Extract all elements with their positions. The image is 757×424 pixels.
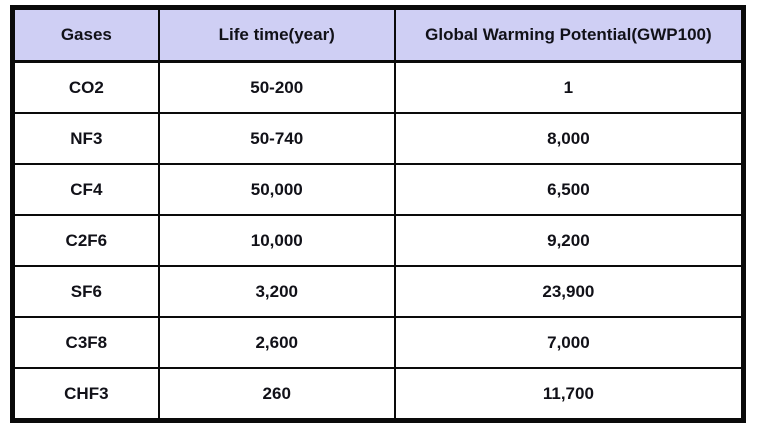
table-cell: CHF3 xyxy=(11,367,160,422)
table-cell: 3,200 xyxy=(157,265,396,318)
column-header: Global Warming Potential(GWP100) xyxy=(393,6,745,63)
table-header: Gases Life time(year) Global Warming Poten… xyxy=(11,6,745,63)
table-row: SF6 3,200 23,900 xyxy=(11,265,745,318)
table-cell: 23,900 xyxy=(393,265,745,318)
table-cell: 9,200 xyxy=(393,214,745,267)
table-cell: CF4 xyxy=(11,163,160,216)
table-cell: 50-200 xyxy=(157,60,396,114)
column-header: Life time(year) xyxy=(157,6,396,63)
gwp-table: Gases Life time(year) Global Warming Poten… xyxy=(10,5,746,423)
table-cell: 10,000 xyxy=(157,214,396,267)
table-cell: 50-740 xyxy=(157,112,396,165)
table-cell: C2F6 xyxy=(11,214,160,267)
table-row: CO2 50-200 1 xyxy=(11,60,745,114)
table-cell: 7,000 xyxy=(393,316,745,369)
table-cell: NF3 xyxy=(11,112,160,165)
table-row: C3F8 2,600 7,000 xyxy=(11,316,745,369)
column-header: Gases xyxy=(11,6,160,63)
table-cell: C3F8 xyxy=(11,316,160,369)
table-cell: 1 xyxy=(393,60,745,114)
table-body: CO2 50-200 1 NF3 50-740 8,000 CF4 50,000 6,500 C2… xyxy=(11,60,745,422)
table-row: CF4 50,000 6,500 xyxy=(11,163,745,216)
table-cell: 6,500 xyxy=(393,163,745,216)
table-cell: 260 xyxy=(157,367,396,422)
table-row: CHF3 260 11,700 xyxy=(11,367,745,422)
table-cell: SF6 xyxy=(11,265,160,318)
table-cell: 2,600 xyxy=(157,316,396,369)
header-row: Gases Life time(year) Global Warming Poten… xyxy=(11,6,745,63)
table-cell: CO2 xyxy=(11,60,160,114)
table-cell: 11,700 xyxy=(393,367,745,422)
table-row: NF3 50-740 8,000 xyxy=(11,112,745,165)
table-cell: 50,000 xyxy=(157,163,396,216)
table-cell: 8,000 xyxy=(393,112,745,165)
table-row: C2F6 10,000 9,200 xyxy=(11,214,745,267)
